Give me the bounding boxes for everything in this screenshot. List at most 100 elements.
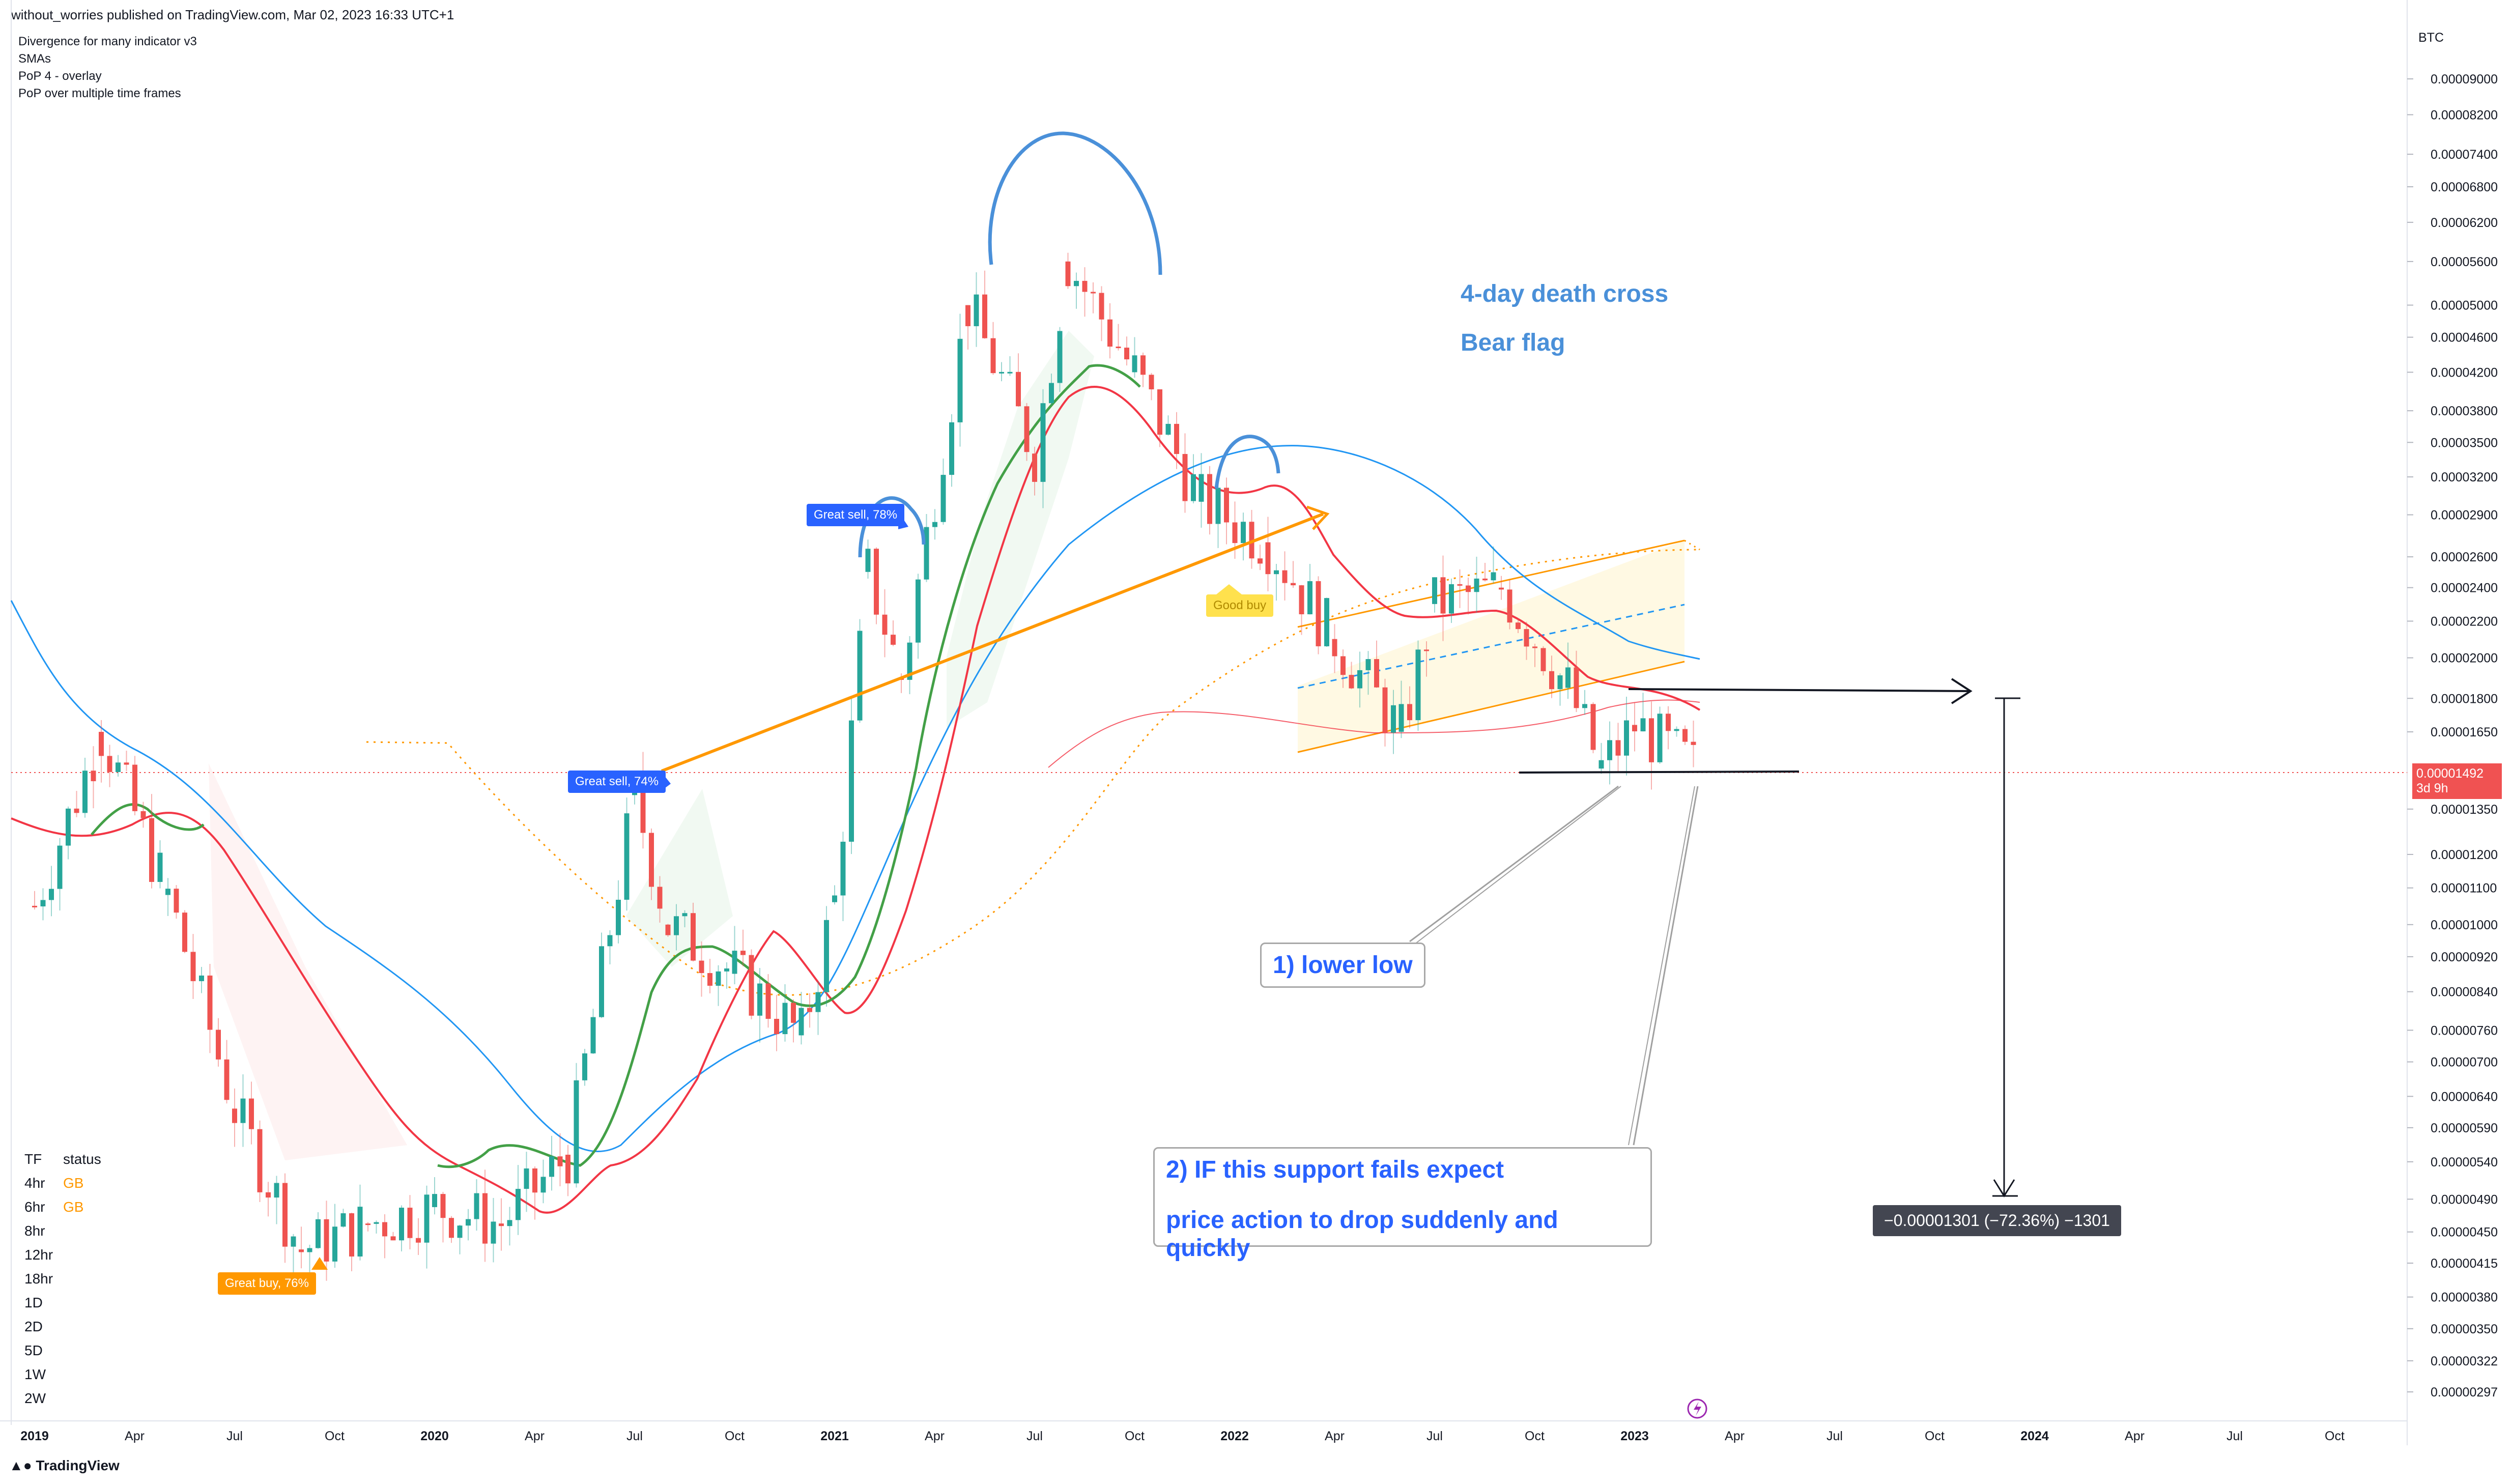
price-tick-label: 0.00000297	[2431, 1385, 2498, 1400]
candle-body	[165, 889, 170, 895]
candle-body	[349, 1213, 354, 1257]
price-tick-label: 0.00005600	[2431, 255, 2498, 269]
tf-cell: 4hr	[24, 1175, 45, 1191]
candle-body	[1099, 293, 1104, 320]
candle-body	[1340, 656, 1346, 675]
tf-cell: 2W	[24, 1390, 46, 1406]
indicator-divergence[interactable]: Divergence for many indicator v3	[18, 35, 197, 48]
candle-body	[574, 1080, 579, 1184]
candle-body	[907, 642, 912, 680]
time-tick-label: Oct	[2325, 1429, 2345, 1443]
lower-low-pointer-b	[1414, 786, 1621, 945]
time-tick-label: 2021	[820, 1429, 849, 1443]
candle-body	[774, 1018, 779, 1035]
candle-body	[416, 1238, 421, 1243]
candle-body	[557, 1156, 563, 1166]
candle-body	[491, 1221, 496, 1244]
candle-body	[616, 899, 621, 935]
candle-body	[1316, 581, 1321, 646]
indicator-pop-multi-tf[interactable]: PoP over multiple time frames	[18, 87, 181, 100]
candle-body	[357, 1207, 363, 1257]
candle-body	[482, 1193, 488, 1244]
right-shoulder-arc	[1214, 435, 1280, 489]
tf-row: 6hr GB	[24, 1199, 101, 1223]
tv-brand-text: TradingView	[36, 1458, 120, 1473]
candle-body	[507, 1220, 512, 1226]
time-tick-label: 2020	[420, 1429, 449, 1443]
candle-body	[266, 1192, 271, 1198]
price-tick-label: 0.00001200	[2431, 848, 2498, 862]
price-axis[interactable]: 0.00009000 0.00008200 0.00007400 0.00006800…	[2407, 72, 2498, 1400]
time-tick-label: 2019	[20, 1429, 49, 1443]
great-sell-tag-2: Great sell, 74%	[568, 770, 666, 793]
lightning-icon[interactable]	[1687, 1399, 1707, 1419]
tf-row: 5D	[24, 1343, 101, 1366]
green-cloud	[947, 331, 1094, 728]
candle-body	[1065, 261, 1071, 287]
support-fail-note: 2) IF this support fails expect price ac…	[1153, 1147, 1652, 1262]
candle-body	[857, 631, 863, 721]
candle-body	[432, 1194, 437, 1207]
candle-body	[1398, 704, 1404, 732]
sma-red-long	[1048, 699, 1700, 768]
candle-body	[1016, 372, 1021, 407]
candle-body	[57, 845, 63, 889]
candle-body	[1182, 454, 1188, 501]
great-buy-tag: Great buy, 76%	[218, 1272, 316, 1295]
candle-body	[1116, 347, 1121, 349]
candle-body	[599, 946, 604, 1017]
candle-body	[674, 916, 679, 935]
indicator-smas[interactable]: SMAs	[18, 52, 51, 66]
time-tick-label: Oct	[725, 1429, 745, 1443]
time-tick-label: Apr	[2125, 1429, 2145, 1443]
channel-upper-ext	[1684, 539, 1700, 551]
time-tick-label: Apr	[1325, 1429, 1345, 1443]
time-axis[interactable]: 2019 Apr Jul Oct 2020 Apr Jul Oct 2021 Apr Jul Oct 2…	[20, 1429, 2345, 1443]
price-tick-label: 0.00000840	[2431, 985, 2498, 1000]
candle-body	[840, 841, 846, 896]
candle-body	[1282, 570, 1288, 583]
candle-body	[174, 889, 179, 913]
candle-body	[716, 971, 721, 986]
candle-body	[1549, 671, 1554, 690]
candle-body	[891, 635, 896, 645]
candle-body	[1540, 648, 1546, 671]
target-arrowhead	[1951, 678, 1973, 704]
price-tick-label: 0.00008200	[2431, 108, 2498, 122]
tradingview-logo[interactable]: ▲● TradingView	[9, 1458, 120, 1474]
candle-body	[49, 889, 54, 900]
candle-body	[99, 732, 104, 756]
support-fail-line-1: 2) IF this support fails expect	[1166, 1156, 1504, 1183]
candle-body	[1691, 741, 1696, 745]
time-tick-label: Jul	[1026, 1429, 1043, 1443]
candle-body	[316, 1219, 321, 1248]
candle-body	[516, 1189, 521, 1220]
candle-body	[782, 1003, 788, 1035]
candle-body	[216, 1030, 221, 1060]
candle-body	[182, 912, 187, 952]
candle-body	[549, 1156, 554, 1177]
countdown-value: 3d 9h	[2416, 781, 2448, 795]
candle-body	[457, 1225, 463, 1238]
candle-body	[798, 1008, 804, 1036]
candle-body	[449, 1218, 454, 1238]
tf-row: 18hr	[24, 1271, 101, 1295]
candle-body	[1149, 375, 1154, 390]
target-arrow-line	[1628, 688, 1970, 692]
candle-body	[607, 935, 613, 947]
candle-body	[82, 770, 88, 813]
candle-body	[1132, 355, 1137, 373]
support-pointer-b	[1628, 786, 1695, 1146]
candle-body	[740, 951, 746, 955]
candle-body	[1082, 280, 1088, 292]
time-tick-label: Oct	[1525, 1429, 1545, 1443]
price-tick-label: 0.00000920	[2431, 950, 2498, 964]
indicator-pop-overlay[interactable]: PoP 4 - overlay	[18, 69, 102, 83]
candle-body	[249, 1098, 254, 1129]
orange-trend-line	[661, 512, 1324, 773]
sma-blue	[10, 445, 1700, 1153]
candle-body	[474, 1193, 479, 1219]
candle-body	[1466, 585, 1471, 592]
candle-body	[1007, 372, 1013, 374]
